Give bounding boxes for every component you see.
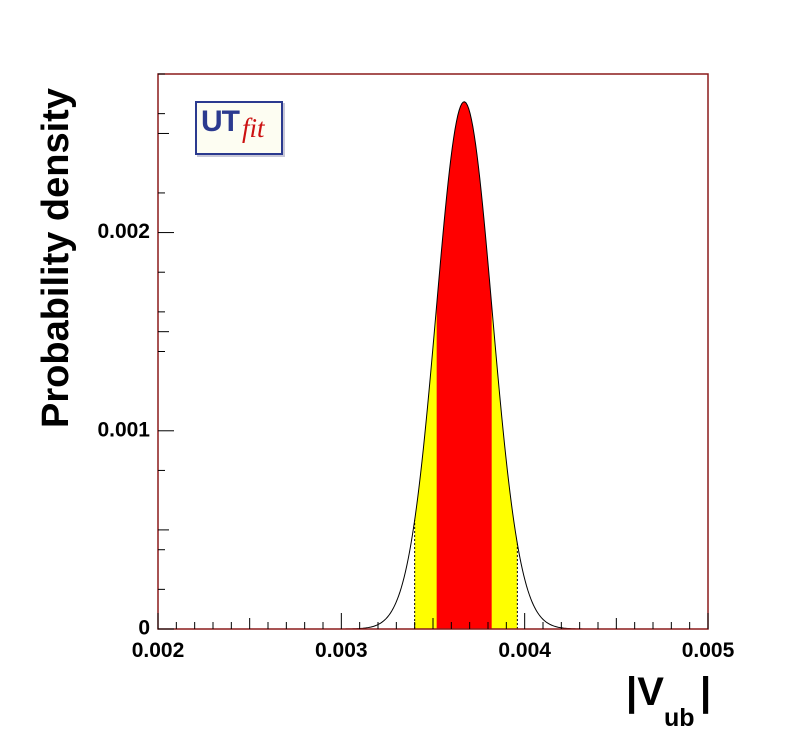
logo-text-ut: UT xyxy=(201,105,240,138)
y-tick-label: 0.002 xyxy=(97,220,150,243)
x-axis-ticks: 0.002 0.003 0.004 0.005 xyxy=(132,613,735,662)
x-tick-label: 0.004 xyxy=(498,639,551,662)
y-tick-label: 0.001 xyxy=(97,418,150,441)
y-axis-ticks: 0 0.001 0.002 xyxy=(97,73,174,640)
x-axis-title-main: |V xyxy=(626,670,664,714)
y-tick-label: 0 xyxy=(138,617,150,640)
y-axis-title: Probability density xyxy=(35,88,77,428)
x-axis-title-subscript: ub xyxy=(664,704,695,732)
utfit-logo: UT fit xyxy=(195,101,283,155)
logo-text-fit: fit xyxy=(242,113,265,143)
probability-bands xyxy=(414,101,518,629)
x-tick-label: 0.002 xyxy=(132,639,185,662)
x-axis-title: |V ub | xyxy=(626,670,711,732)
x-axis-title-close: | xyxy=(700,670,711,714)
x-tick-label: 0.003 xyxy=(315,639,368,662)
x-tick-label: 0.005 xyxy=(682,639,735,662)
band-inner xyxy=(436,101,492,629)
